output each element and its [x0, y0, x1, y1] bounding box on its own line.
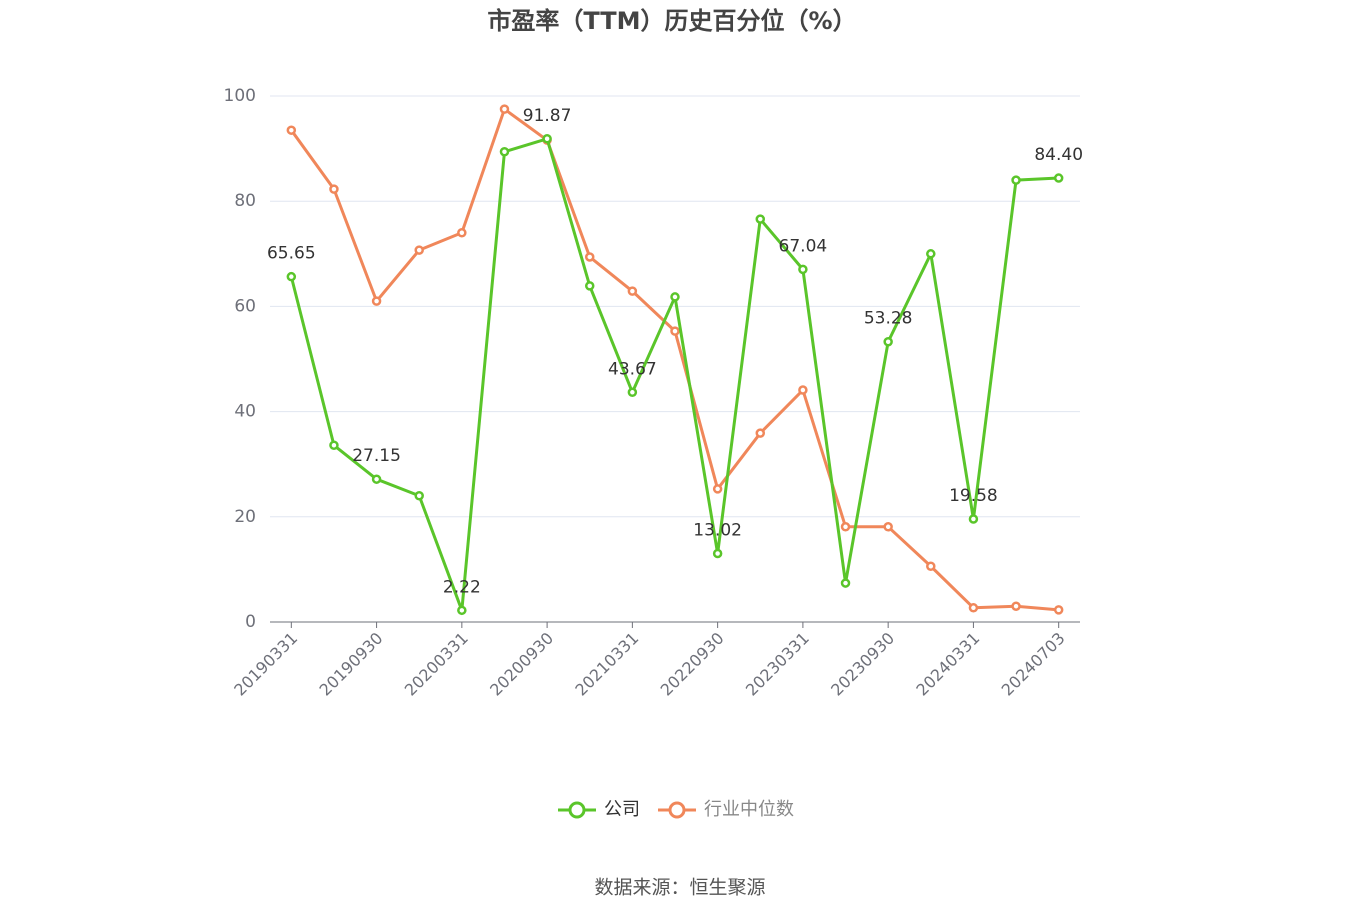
data-point: [670, 326, 680, 336]
data-point: [883, 522, 893, 532]
legend-marker: [668, 801, 686, 819]
source-note: 数据来源：恒生聚源: [594, 877, 765, 899]
data-label: 53.28: [864, 309, 913, 329]
data-point: [627, 286, 638, 296]
x-tick-label: 20240331: [912, 629, 983, 700]
data-point: [499, 147, 510, 157]
x-tick-label: 20190930: [316, 629, 387, 700]
data-point: [414, 491, 424, 501]
data-label: 2.22: [443, 577, 481, 597]
data-point: [329, 184, 339, 194]
data-point: [883, 336, 893, 347]
legend-label: 行业中位数: [704, 799, 794, 820]
y-tick-label: 20: [234, 507, 256, 527]
data-label: 91.87: [523, 106, 572, 126]
legend-label: 公司: [604, 799, 640, 820]
x-tick-label: 20220930: [657, 629, 728, 700]
data-point: [371, 296, 382, 306]
data-point: [968, 603, 979, 613]
data-point: [286, 125, 297, 135]
data-point: [1011, 601, 1021, 611]
data-point: [968, 514, 979, 524]
data-point: [499, 104, 510, 114]
data-point: [840, 578, 851, 588]
data-label: 65.65: [267, 244, 316, 264]
x-tick-label: 20230930: [827, 629, 898, 700]
data-label: 19.58: [949, 486, 998, 506]
data-point: [926, 561, 936, 571]
x-tick-label: 20200930: [486, 629, 557, 700]
data-point: [798, 385, 808, 395]
data-point: [329, 440, 339, 451]
data-point: [542, 134, 552, 144]
x-tick-label: 20230331: [742, 629, 813, 700]
data-point: [1053, 605, 1064, 615]
y-tick-label: 0: [245, 612, 256, 632]
y-tick-label: 100: [224, 86, 256, 106]
chart-title: 市盈率（TTM）历史百分位（%）: [487, 7, 856, 35]
data-label: 67.04: [779, 236, 828, 256]
data-point: [670, 292, 680, 302]
data-point: [584, 281, 595, 291]
x-tick-label: 20210331: [571, 629, 642, 700]
data-label: 43.67: [608, 359, 657, 379]
legend-marker: [568, 801, 586, 819]
data-point: [712, 484, 723, 494]
data-label: 13.02: [693, 521, 742, 541]
data-point: [755, 214, 766, 224]
data-point: [457, 605, 467, 616]
data-point: [1053, 173, 1064, 183]
data-point: [414, 245, 424, 255]
series-line: [289, 137, 1059, 612]
data-point: [798, 264, 808, 275]
y-tick-label: 80: [234, 191, 256, 211]
data-label: 84.40: [1034, 145, 1083, 165]
data-point: [755, 428, 766, 438]
data-point: [712, 548, 723, 559]
x-tick-label: 20190331: [230, 629, 301, 700]
data-point: [1011, 175, 1021, 185]
y-tick-label: 40: [234, 402, 256, 422]
data-point: [286, 271, 297, 282]
series-line: [290, 107, 1059, 612]
x-tick-label: 20200331: [401, 629, 472, 700]
data-point: [457, 228, 467, 238]
data-point: [627, 387, 638, 398]
data-point: [926, 249, 936, 259]
y-tick-label: 60: [234, 296, 256, 316]
x-tick-label: 20240703: [998, 629, 1069, 700]
data-point: [840, 522, 851, 532]
data-point: [371, 474, 382, 484]
data-label: 27.15: [352, 446, 401, 466]
data-point: [584, 252, 595, 262]
